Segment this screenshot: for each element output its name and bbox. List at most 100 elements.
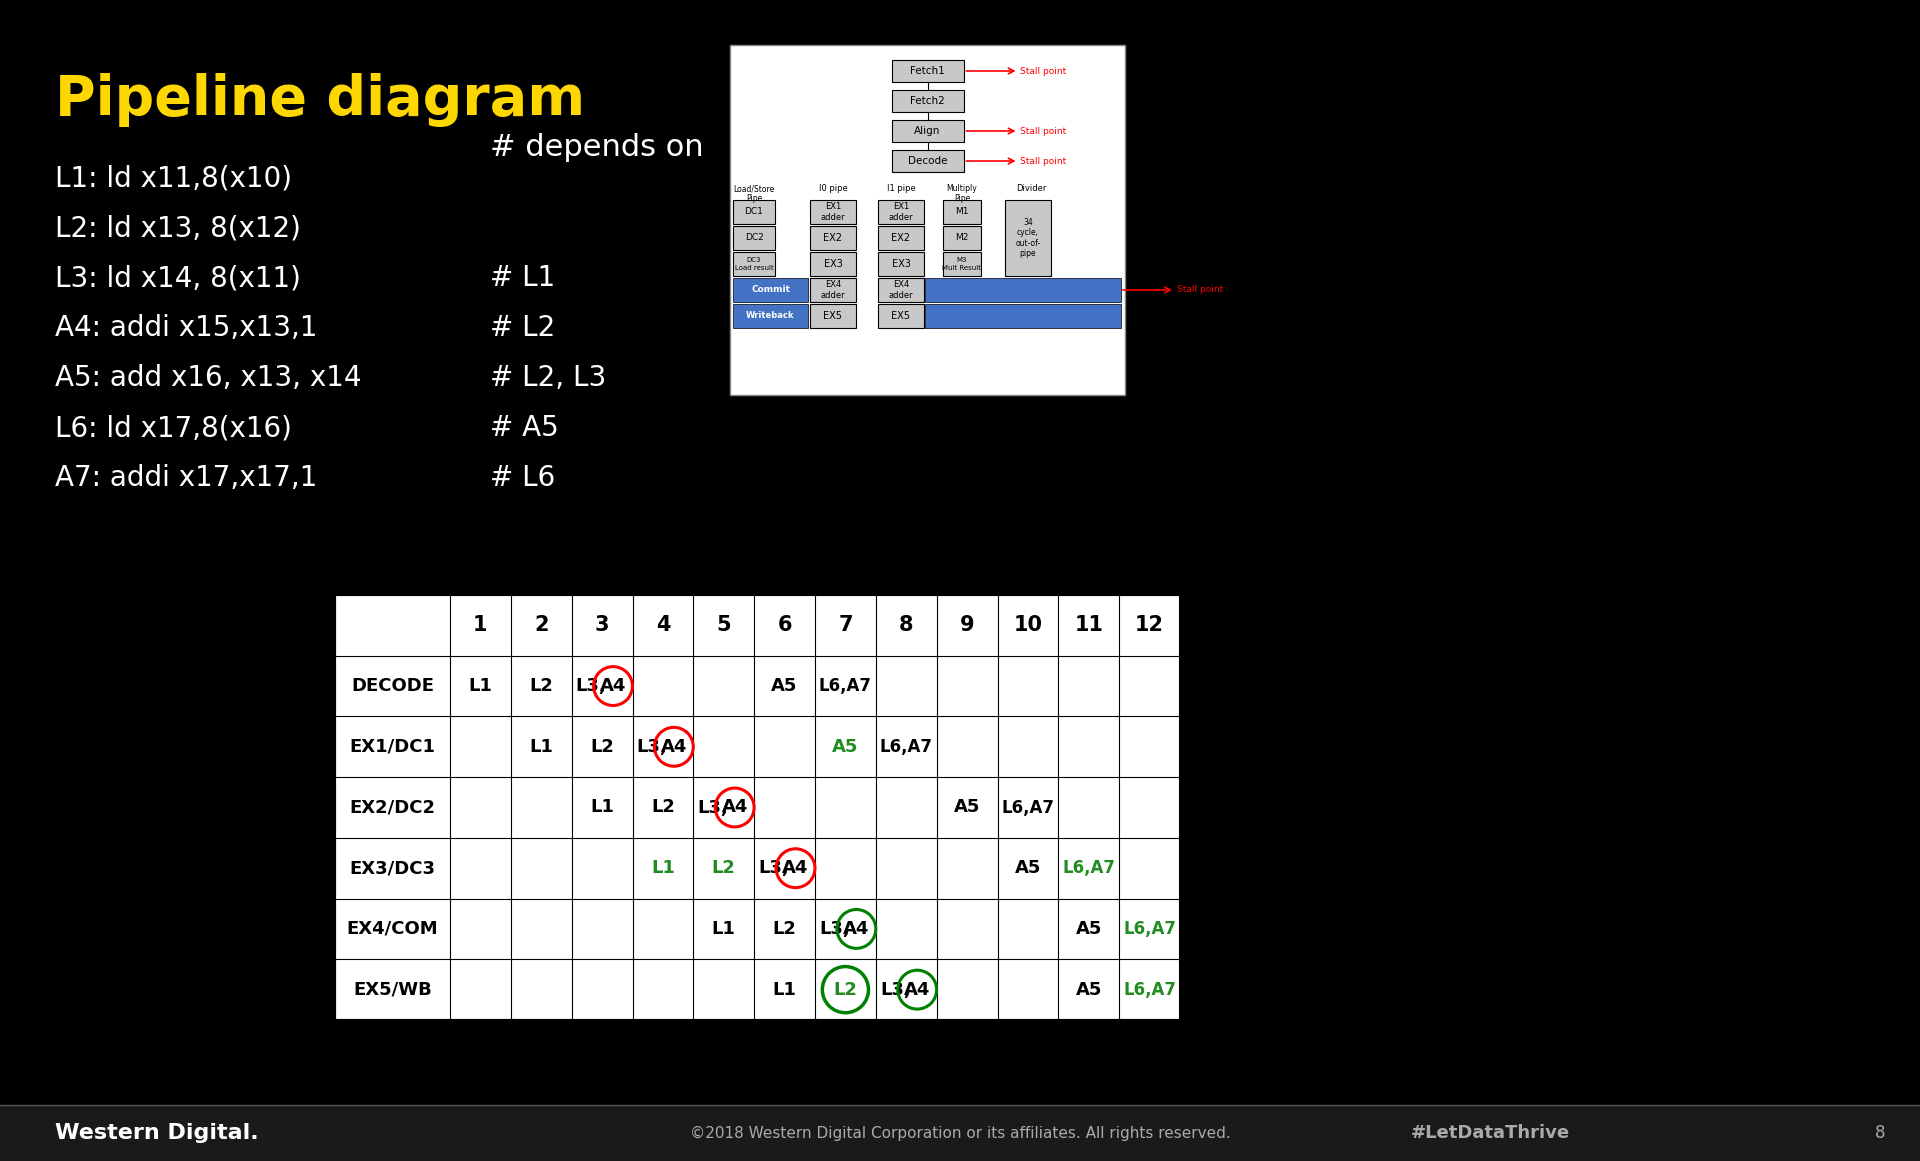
FancyBboxPatch shape: [891, 60, 964, 82]
Text: Load/Store
Pipe: Load/Store Pipe: [733, 183, 774, 203]
Text: EX4/COM: EX4/COM: [348, 920, 438, 938]
Text: Pipeline diagram: Pipeline diagram: [56, 73, 586, 127]
Text: EX4
adder: EX4 adder: [820, 280, 845, 300]
Text: L2: L2: [651, 799, 674, 816]
Text: Stall point: Stall point: [1177, 286, 1223, 295]
Text: EX5: EX5: [824, 311, 843, 320]
Text: L6,A7: L6,A7: [879, 737, 933, 756]
Text: Writeback: Writeback: [747, 311, 795, 320]
Text: L6,A7: L6,A7: [820, 677, 872, 695]
Text: A5: A5: [1075, 981, 1102, 998]
Text: I0 pipe: I0 pipe: [818, 183, 847, 193]
Text: A5: A5: [831, 737, 858, 756]
Text: A4: A4: [660, 737, 687, 756]
FancyBboxPatch shape: [733, 304, 808, 329]
Text: 6: 6: [778, 615, 791, 635]
Text: L6,A7: L6,A7: [1002, 799, 1054, 816]
Text: 8: 8: [899, 615, 914, 635]
Text: EX3/DC3: EX3/DC3: [349, 859, 436, 878]
FancyBboxPatch shape: [730, 45, 1125, 395]
Text: L3,: L3,: [697, 799, 728, 816]
FancyBboxPatch shape: [733, 200, 776, 224]
Text: EX5: EX5: [891, 311, 910, 320]
Text: A5: add x16, x13, x14: A5: add x16, x13, x14: [56, 365, 361, 392]
FancyBboxPatch shape: [810, 304, 856, 329]
FancyBboxPatch shape: [891, 150, 964, 172]
Text: # A5: # A5: [490, 414, 559, 442]
FancyBboxPatch shape: [891, 120, 964, 142]
Text: L1: L1: [589, 799, 614, 816]
Text: ©2018 Western Digital Corporation or its affiliates. All rights reserved.: ©2018 Western Digital Corporation or its…: [689, 1125, 1231, 1140]
Text: 7: 7: [839, 615, 852, 635]
Text: 34
cycle,
out-of-
pipe: 34 cycle, out-of- pipe: [1016, 218, 1041, 258]
Text: L1: L1: [772, 981, 797, 998]
Text: L1: L1: [712, 920, 735, 938]
Text: L1: ld x11,8(x10): L1: ld x11,8(x10): [56, 164, 292, 192]
Text: A5: A5: [1016, 859, 1041, 878]
Text: L2: L2: [712, 859, 735, 878]
FancyBboxPatch shape: [733, 226, 776, 250]
Text: M1: M1: [956, 208, 970, 216]
Text: A5: A5: [1075, 920, 1102, 938]
FancyBboxPatch shape: [1004, 200, 1050, 276]
FancyBboxPatch shape: [877, 304, 924, 329]
FancyBboxPatch shape: [810, 277, 856, 302]
Text: EX1
adder: EX1 adder: [820, 202, 845, 222]
FancyBboxPatch shape: [733, 252, 776, 276]
Text: EX1
adder: EX1 adder: [889, 202, 914, 222]
Text: 9: 9: [960, 615, 973, 635]
Text: Stall point: Stall point: [1021, 127, 1068, 136]
Text: L2: L2: [530, 677, 553, 695]
Text: Decode: Decode: [908, 156, 947, 166]
FancyBboxPatch shape: [891, 91, 964, 111]
Text: I1 pipe: I1 pipe: [887, 183, 916, 193]
FancyBboxPatch shape: [943, 252, 981, 276]
FancyBboxPatch shape: [925, 277, 1121, 302]
Text: EX1/DC1: EX1/DC1: [349, 737, 436, 756]
Text: L1: L1: [530, 737, 553, 756]
Text: # L2: # L2: [490, 313, 555, 342]
FancyBboxPatch shape: [925, 304, 1121, 329]
Text: Stall point: Stall point: [1021, 157, 1068, 166]
Text: 5: 5: [716, 615, 732, 635]
Text: 8: 8: [1874, 1124, 1885, 1142]
Text: L2: L2: [833, 981, 858, 998]
Text: DC1: DC1: [745, 208, 764, 216]
Text: M3
Mult Result: M3 Mult Result: [943, 258, 981, 271]
Text: 11: 11: [1075, 615, 1104, 635]
Text: 3: 3: [595, 615, 609, 635]
Text: EX4
adder: EX4 adder: [889, 280, 914, 300]
Text: L3,: L3,: [637, 737, 668, 756]
Text: Stall point: Stall point: [1021, 66, 1068, 75]
Text: L1: L1: [651, 859, 674, 878]
FancyBboxPatch shape: [877, 277, 924, 302]
Text: Multiply
Pipe: Multiply Pipe: [947, 183, 977, 203]
Text: L2: L2: [772, 920, 797, 938]
Text: 1: 1: [472, 615, 488, 635]
FancyBboxPatch shape: [810, 226, 856, 250]
Text: Divider: Divider: [1016, 183, 1046, 193]
Text: 4: 4: [655, 615, 670, 635]
Text: L6,A7: L6,A7: [1123, 981, 1177, 998]
Text: A7: addi x17,x17,1: A7: addi x17,x17,1: [56, 464, 317, 492]
Text: EX2/DC2: EX2/DC2: [349, 799, 436, 816]
Text: Commit: Commit: [751, 286, 789, 295]
Text: L2: L2: [589, 737, 614, 756]
FancyBboxPatch shape: [943, 200, 981, 224]
Text: EX2: EX2: [824, 233, 843, 243]
Text: L6: ld x17,8(x16): L6: ld x17,8(x16): [56, 414, 292, 442]
Text: EX5/WB: EX5/WB: [353, 981, 432, 998]
Text: DECODE: DECODE: [351, 677, 434, 695]
FancyBboxPatch shape: [943, 226, 981, 250]
Text: A4: A4: [722, 799, 749, 816]
Text: A5: A5: [772, 677, 799, 695]
Text: L2: ld x13, 8(x12): L2: ld x13, 8(x12): [56, 214, 301, 241]
Text: #LetDataThrive: #LetDataThrive: [1411, 1124, 1569, 1142]
Text: 12: 12: [1135, 615, 1164, 635]
FancyBboxPatch shape: [810, 200, 856, 224]
Text: L3,: L3,: [576, 677, 607, 695]
Text: A5: A5: [954, 799, 981, 816]
Text: DC2: DC2: [745, 233, 764, 243]
Text: Align: Align: [914, 127, 941, 136]
FancyBboxPatch shape: [733, 277, 808, 302]
